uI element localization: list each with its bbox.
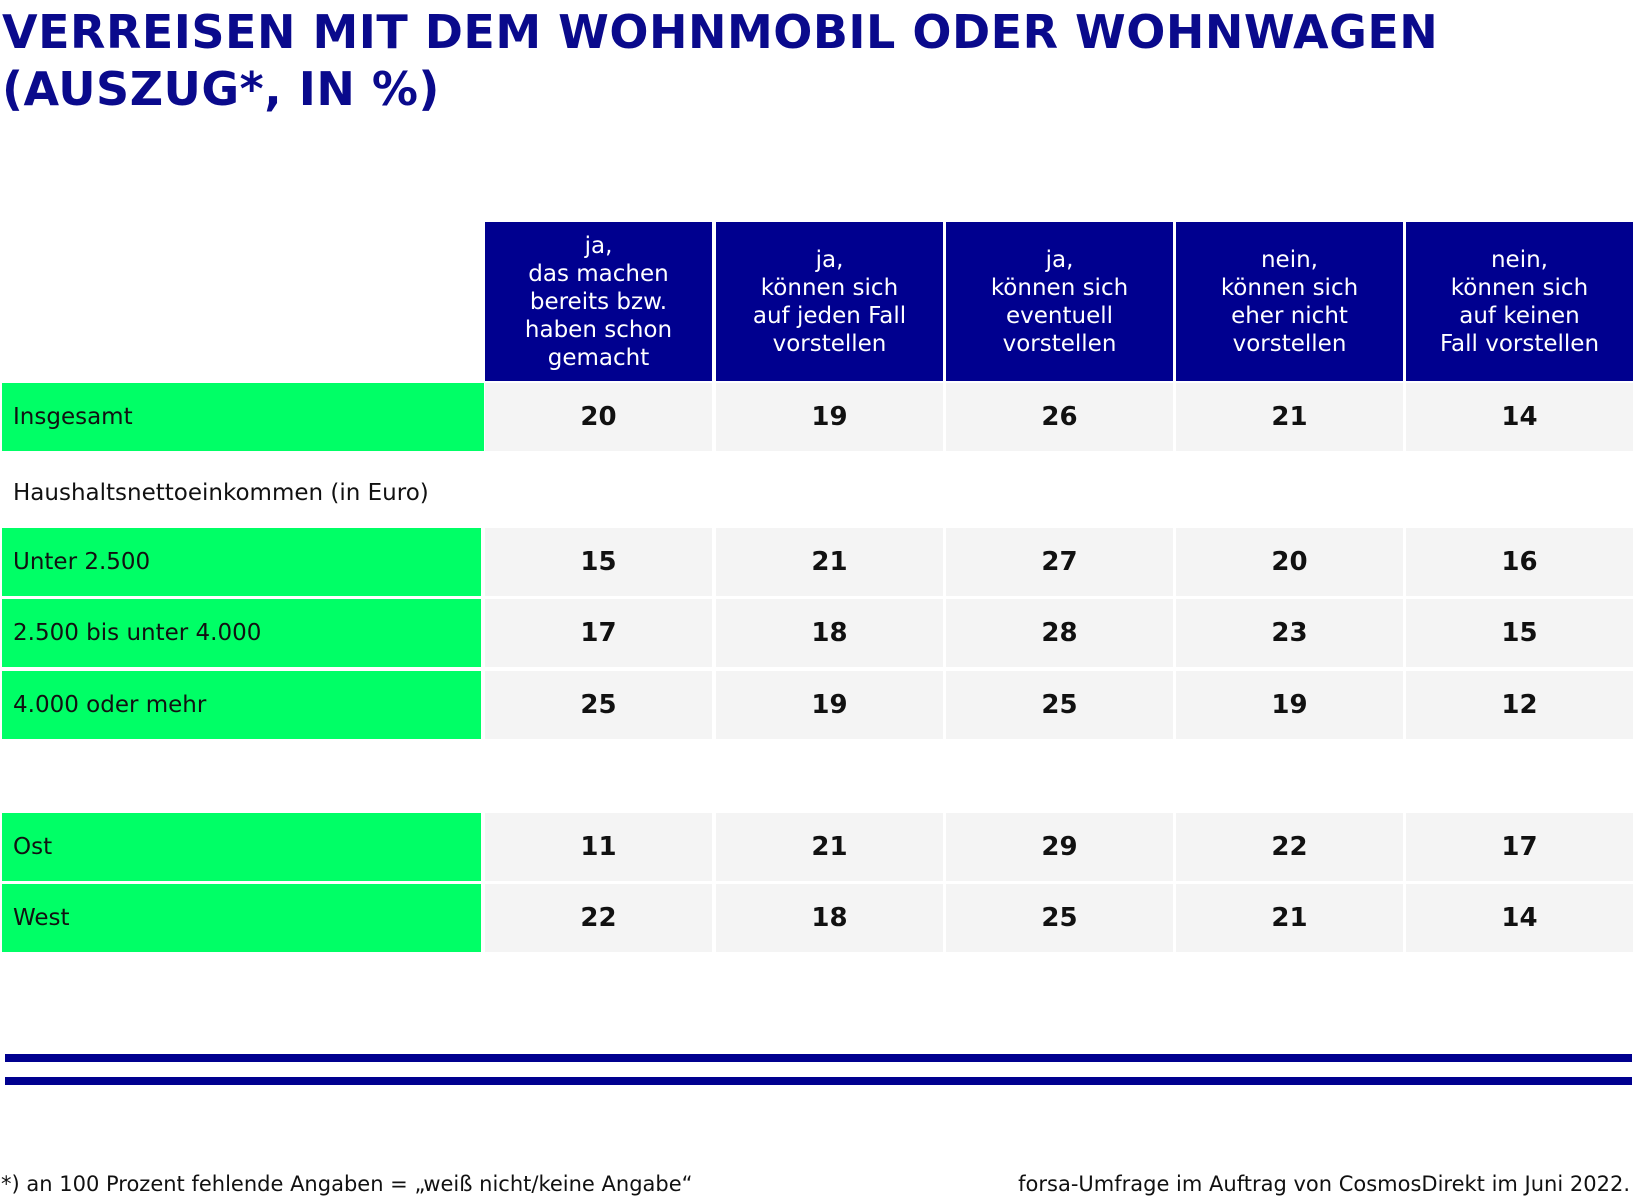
table-cell: 17	[485, 599, 712, 667]
table-cell: 11	[485, 813, 712, 881]
column-header-line: haben schon	[524, 316, 673, 343]
row-label: 2.500 bis unter 4.000	[2, 599, 481, 667]
table-cell: 26	[946, 383, 1173, 451]
table-row: Insgesamt 20 19 26 21 14	[0, 383, 1635, 451]
divider-rule-top	[5, 1054, 1632, 1062]
table-cell: 14	[1406, 884, 1633, 952]
column-header-line: das machen	[528, 260, 669, 287]
column-header-1: ja, das machen bereits bzw. haben schon gema…	[485, 222, 712, 381]
column-header-5: nein, können sich auf keinen Fall vorstelle…	[1406, 222, 1633, 381]
column-header-line: auf keinen	[1459, 302, 1580, 329]
table-row: West 22 18 25 21 14	[0, 884, 1635, 952]
column-header-line: bereits bzw.	[529, 288, 668, 315]
page-title: VERREISEN MIT DEM WOHNMOBIL ODER WOHNWAG…	[2, 4, 1439, 118]
table-cell: 23	[1176, 599, 1403, 667]
column-header-text: ja, das machen bereits bzw. haben schon gema…	[525, 232, 672, 372]
column-header-text: ja, können sich eventuell vorstellen	[991, 246, 1128, 358]
column-header-3: ja, können sich eventuell vorstellen	[946, 222, 1173, 381]
table-cell: 27	[946, 528, 1173, 596]
row-label: 4.000 oder mehr	[2, 671, 481, 739]
column-header-line: nein,	[1260, 246, 1318, 273]
table-row: Unter 2.500 15 21 27 20 16	[0, 528, 1635, 596]
table-cell: 25	[946, 884, 1173, 952]
table-cell: 19	[716, 383, 943, 451]
table-cell: 18	[716, 884, 943, 952]
table-row: 2.500 bis unter 4.000 17 18 28 23 15	[0, 599, 1635, 667]
column-header-2: ja, können sich auf jeden Fall vorstellen	[716, 222, 943, 381]
table-cell: 21	[1176, 884, 1403, 952]
title-line-1: VERREISEN MIT DEM WOHNMOBIL ODER WOHNWAG…	[2, 5, 1439, 59]
table-row: 4.000 oder mehr 25 19 25 19 12	[0, 671, 1635, 739]
column-header-line: gemacht	[547, 344, 650, 371]
column-header-line: ja,	[584, 232, 613, 259]
table-cell: 18	[716, 599, 943, 667]
table-cell: 16	[1406, 528, 1633, 596]
table-cell: 19	[1176, 671, 1403, 739]
column-header-line: Fall vorstellen	[1439, 330, 1600, 357]
column-header-text: ja, können sich auf jeden Fall vorstellen	[753, 246, 906, 358]
column-header-line: können sich	[1220, 274, 1359, 301]
table-cell: 15	[1406, 599, 1633, 667]
row-label: Ost	[2, 813, 481, 881]
column-header-line: vorstellen	[1002, 330, 1117, 357]
column-header-line: eher nicht	[1231, 302, 1348, 329]
table-cell: 29	[946, 813, 1173, 881]
column-header-4: nein, können sich eher nicht vorstellen	[1176, 222, 1403, 381]
table-cell: 22	[1176, 813, 1403, 881]
table-cell: 19	[716, 671, 943, 739]
title-line-2: (AUSZUG*, IN %)	[2, 62, 440, 116]
column-header-line: eventuell	[1005, 302, 1113, 329]
row-label: West	[2, 884, 481, 952]
table-row: Ost 11 21 29 22 17	[0, 813, 1635, 881]
table-cell: 14	[1406, 383, 1633, 451]
column-header-line: vorstellen	[1232, 330, 1347, 357]
row-label: Insgesamt	[2, 383, 484, 451]
table-cell: 28	[946, 599, 1173, 667]
table-cell: 12	[1406, 671, 1633, 739]
table-cell: 15	[485, 528, 712, 596]
table-cell: 21	[716, 528, 943, 596]
divider-rule-bottom	[5, 1077, 1632, 1085]
table-cell: 17	[1406, 813, 1633, 881]
source-note: forsa-Umfrage im Auftrag von CosmosDirek…	[1018, 1172, 1630, 1196]
table-cell: 20	[1176, 528, 1403, 596]
footnote: *) an 100 Prozent fehlende Angaben = „we…	[1, 1172, 693, 1196]
table-cell: 21	[1176, 383, 1403, 451]
column-header-line: auf jeden Fall	[752, 302, 907, 329]
column-header-line: ja,	[815, 246, 844, 273]
table-cell: 21	[716, 813, 943, 881]
column-header-line: können sich	[990, 274, 1129, 301]
column-header-text: nein, können sich auf keinen Fall vorstelle…	[1440, 246, 1599, 358]
table-cell: 22	[485, 884, 712, 952]
column-header-line: ja,	[1045, 246, 1074, 273]
column-header-line: können sich	[1450, 274, 1589, 301]
table-cell: 20	[485, 383, 712, 451]
section-label-income: Haushaltsnettoeinkommen (in Euro)	[13, 480, 429, 506]
column-header-line: nein,	[1490, 246, 1548, 273]
column-header-line: vorstellen	[772, 330, 887, 357]
table-cell: 25	[485, 671, 712, 739]
column-header-line: können sich	[760, 274, 899, 301]
row-label: Unter 2.500	[2, 528, 481, 596]
column-header-text: nein, können sich eher nicht vorstellen	[1221, 246, 1358, 358]
table-cell: 25	[946, 671, 1173, 739]
